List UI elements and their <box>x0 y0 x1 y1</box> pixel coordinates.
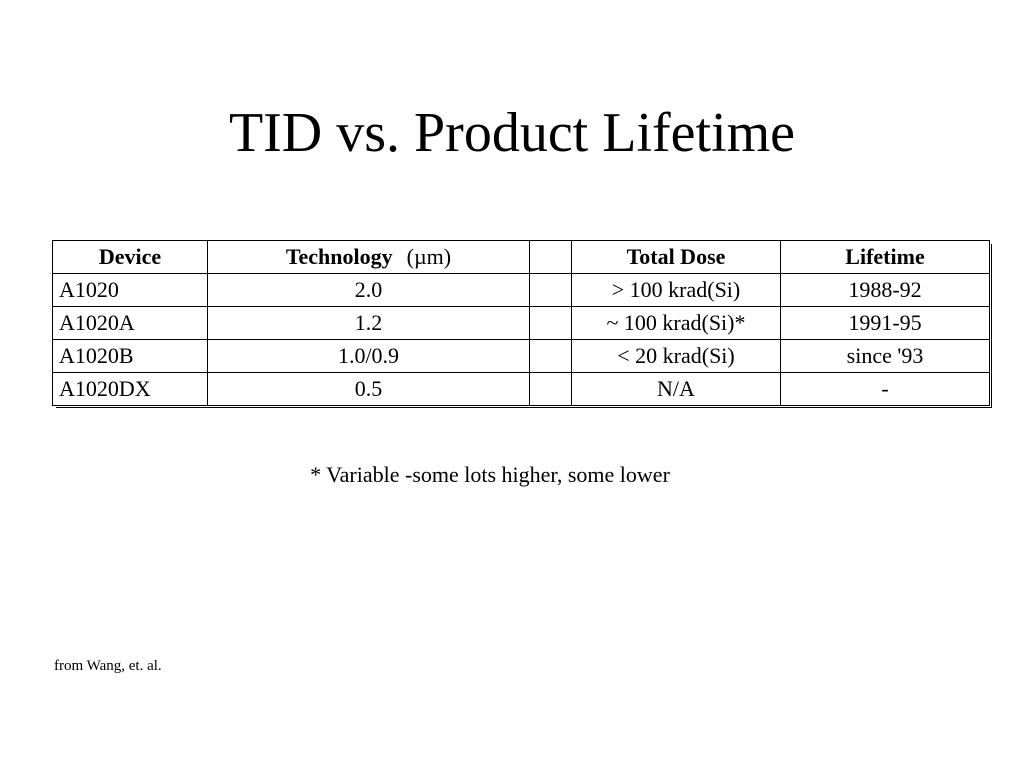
table-cell: A1020 <box>52 273 208 307</box>
table-cell: ~ 100 krad(Si)* <box>571 306 781 340</box>
empty-cell <box>529 339 572 373</box>
table-cell: < 20 krad(Si) <box>571 339 781 373</box>
table-row: A1020DX 0.5 N/A - <box>52 372 990 406</box>
source-note: from Wang, et. al. <box>54 658 162 674</box>
table-cell: 1.0/0.9 <box>207 339 530 373</box>
table-row: A1020B 1.0/0.9 < 20 krad(Si) since '93 <box>52 339 990 373</box>
table-cell: 0.5 <box>207 372 530 406</box>
header-cell: Total Dose <box>571 240 781 274</box>
data-table: Device Technology (µm) Total Dose Lifetim… <box>52 240 990 406</box>
table-cell: 1988-92 <box>780 273 990 307</box>
table-cell: - <box>780 372 990 406</box>
empty-cell <box>529 240 572 274</box>
table-cell: 1991-95 <box>780 306 990 340</box>
header-cell: Lifetime <box>780 240 990 274</box>
empty-cell <box>529 306 572 340</box>
table-row: A1020A 1.2 ~ 100 krad(Si)* 1991-95 <box>52 306 990 340</box>
header-cell: Technology (µm) <box>207 240 530 274</box>
header-unit: (µm) <box>406 244 452 269</box>
table-cell: A1020B <box>52 339 208 373</box>
empty-cell <box>529 372 572 406</box>
table-cell: 1.2 <box>207 306 530 340</box>
table-cell: 2.0 <box>207 273 530 307</box>
table-cell: A1020A <box>52 306 208 340</box>
header-text: Technology <box>285 244 393 269</box>
table-cell: > 100 krad(Si) <box>571 273 781 307</box>
header-row: Device Technology (µm) Total Dose Lifetim… <box>52 240 990 274</box>
table-cell: since '93 <box>780 339 990 373</box>
table-cell: A1020DX <box>52 372 208 406</box>
empty-cell <box>529 273 572 307</box>
header-cell: Device <box>52 240 208 274</box>
table-row: A1020 2.0 > 100 krad(Si) 1988-92 <box>52 273 990 307</box>
slide-title: TID vs. Product Lifetime <box>228 102 796 164</box>
footnote: * Variable -some lots higher, some lower <box>310 462 670 487</box>
table-cell: N/A <box>571 372 781 406</box>
table-body: A1020 2.0 > 100 krad(Si) 1988-92 A1020A 1.2 ~ … <box>52 273 990 406</box>
